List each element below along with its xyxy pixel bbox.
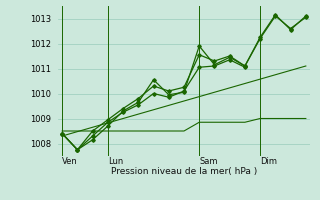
Text: Dim: Dim <box>260 157 277 166</box>
X-axis label: Pression niveau de la mer( hPa ): Pression niveau de la mer( hPa ) <box>111 167 257 176</box>
Text: Ven: Ven <box>62 157 78 166</box>
Text: Sam: Sam <box>199 157 218 166</box>
Text: Lun: Lun <box>108 157 123 166</box>
